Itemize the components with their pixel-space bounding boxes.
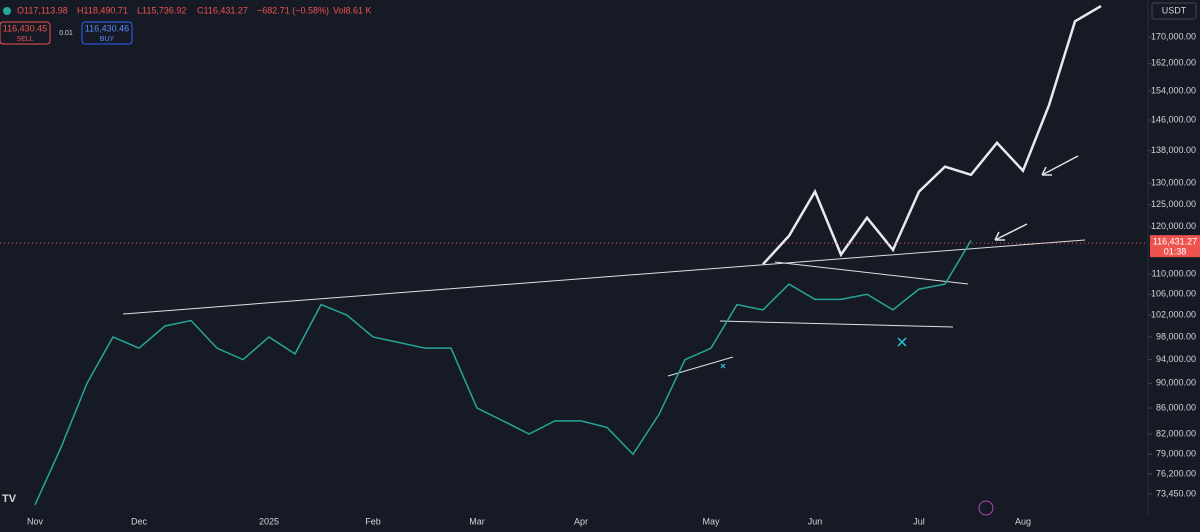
trendline (774, 261, 969, 285)
quantity[interactable]: 0.01 (59, 30, 73, 37)
x-tick-label: Nov (27, 516, 44, 526)
last-price-box (1150, 235, 1200, 258)
flash-icon[interactable] (978, 500, 994, 516)
y-tick-label: 120,000.00 (1151, 221, 1196, 231)
x-tick-label: May (702, 516, 720, 526)
x-tick-label: Dec (131, 516, 148, 526)
y-tick-label: 110,000.00 (1152, 268, 1196, 278)
ohlc-close: C116,431.27 (197, 5, 248, 15)
y-tick-label: 73,450.00 (1156, 488, 1196, 498)
trendline (122, 239, 1086, 315)
ohlc-high: H118,490.71 (77, 5, 128, 15)
y-tick-label: 82,000.00 (1156, 428, 1196, 438)
y-tick-label: 170,000.00 (1151, 32, 1196, 42)
y-tick-label: 102,000.00 (1151, 310, 1196, 320)
marker-x (897, 337, 907, 347)
sell-button[interactable]: 116,430.45 SELL (0, 21, 51, 45)
y-tick-label: 86,000.00 (1156, 402, 1196, 412)
y-tick-label: 90,000.00 (1156, 378, 1196, 388)
trendline (719, 320, 954, 328)
x-tick-label: Mar (469, 516, 485, 526)
y-tick-label: 146,000.00 (1151, 114, 1196, 124)
y-tick-label: 154,000.00 (1151, 85, 1196, 95)
buy-label[interactable]: BUY (100, 36, 115, 43)
countdown: 01:38 (1164, 247, 1187, 257)
buy-box[interactable] (81, 21, 133, 45)
x-tick-label: Apr (574, 516, 588, 526)
x-tick-label: 2025 (259, 516, 279, 526)
plot (34, 4, 1102, 506)
y-tick-label: 79,000.00 (1156, 449, 1196, 459)
buy-price[interactable]: 116,430.46 (85, 23, 129, 33)
buy-button[interactable]: 116,430.46 BUY (81, 21, 133, 45)
arrow (994, 223, 1028, 241)
ohlc-open: O117,113.98 (17, 5, 68, 15)
x-tick-label: Feb (365, 516, 381, 526)
currency-box[interactable] (1151, 2, 1197, 20)
y-tick-label: 106,000.00 (1151, 289, 1196, 299)
sell-price[interactable]: 116,430.45 (3, 23, 47, 33)
sell-label[interactable]: SELL (16, 36, 33, 43)
last-price-label: 116,431.27 (1153, 237, 1197, 247)
currency[interactable]: USDT (1162, 5, 1187, 15)
ohlc-low: L115,736.92 (137, 5, 186, 15)
ohlc-change: −682.71 (−0.58%) (257, 5, 329, 15)
arrow (1041, 155, 1079, 176)
y-tick-label: 130,000.00 (1151, 178, 1196, 188)
status-dot (3, 7, 11, 15)
x-tick-label: Jul (913, 516, 925, 526)
y-tick-label: 98,000.00 (1156, 331, 1196, 341)
y-tick-label: 94,000.00 (1156, 354, 1196, 364)
x-tick-label: Jun (808, 516, 823, 526)
price-line (762, 4, 1102, 266)
y-tick-label: 76,200.00 (1156, 468, 1196, 478)
volume: Vol8.61 K (333, 5, 372, 15)
price-line (34, 240, 972, 506)
marker-x (720, 363, 726, 369)
sell-box[interactable] (0, 21, 51, 45)
y-tick-label: 138,000.00 (1151, 145, 1196, 155)
drawings (122, 155, 1086, 377)
x-tick-label: Aug (1015, 516, 1031, 526)
y-tick-label: 125,000.00 (1151, 199, 1196, 209)
y-tick-label: 162,000.00 (1151, 58, 1196, 68)
logo: TV (2, 493, 17, 505)
